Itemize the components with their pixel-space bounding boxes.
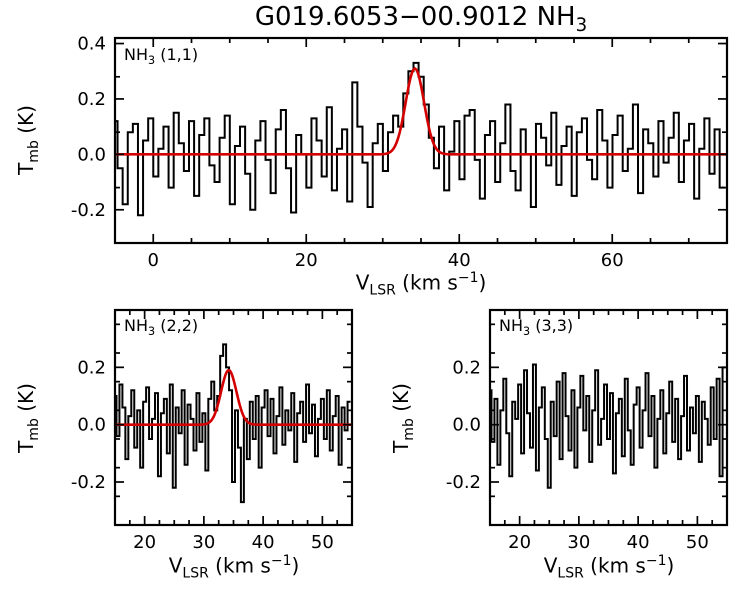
axes-frame xyxy=(488,308,729,527)
gaussian-fit-line xyxy=(115,66,727,156)
y-tick-label: 0.2 xyxy=(452,357,481,378)
y-tick-label: 0.0 xyxy=(77,144,106,165)
panel-label-nh3-11: NH3 (1,1) xyxy=(124,45,199,68)
panel-label-nh3-33: NH3 (3,3) xyxy=(499,316,574,339)
x-tick-label: 20 xyxy=(295,250,318,271)
y-axis-label-bottom-left: Tmb (K) xyxy=(14,383,42,453)
x-tick-label: 30 xyxy=(192,532,215,553)
x-tick-label: 30 xyxy=(567,532,590,553)
y-tick-label: 0.2 xyxy=(77,89,106,110)
spectrum-histogram xyxy=(115,61,725,217)
axes-frame xyxy=(113,308,354,527)
y-tick-label: 0.0 xyxy=(77,415,106,436)
y-tick-label: -0.2 xyxy=(71,200,106,221)
y-tick-label: 0.2 xyxy=(77,357,106,378)
axes-frame xyxy=(113,36,729,245)
panel-label-nh3-22: NH3 (2,2) xyxy=(124,316,199,339)
x-tick-label: 40 xyxy=(252,532,275,553)
x-tick-label: 20 xyxy=(133,532,156,553)
y-tick-label: -0.2 xyxy=(446,472,481,493)
y-tick-label: -0.2 xyxy=(71,472,106,493)
x-tick-label: 60 xyxy=(601,250,624,271)
x-axis-label-bottom-left: VLSR (km s−1) xyxy=(168,553,300,582)
x-tick-label: 20 xyxy=(508,532,531,553)
x-axis-label-top: VLSR (km s−1) xyxy=(355,270,487,299)
panel-nh3-33: 20 30 40 50 -0.2 0.0 0.2 xyxy=(446,308,729,553)
spectrum-histogram xyxy=(115,343,351,504)
figure-title: G019.6053−00.9012 NH3 xyxy=(254,2,588,37)
y-tick-label: 0.4 xyxy=(77,34,106,55)
x-tick-label: 0 xyxy=(148,250,159,271)
y-tick-label: 0.0 xyxy=(452,415,481,436)
y-axis-label-top: Tmb (K) xyxy=(14,105,42,175)
spectrum-histogram xyxy=(490,363,726,489)
panel-nh3-22: 20 30 40 50 -0.2 0.0 0.2 xyxy=(71,308,354,553)
x-tick-label: 50 xyxy=(686,532,709,553)
x-tick-label: 50 xyxy=(311,532,334,553)
y-axis-label-bottom-right: Tmb (K) xyxy=(389,383,417,453)
x-tick-label: 40 xyxy=(448,250,471,271)
x-tick-label: 40 xyxy=(627,532,650,553)
panel-nh3-11: 0 20 40 60 -0.2 0.0 0.2 0.4 xyxy=(71,34,729,271)
gaussian-fit-line xyxy=(115,368,352,426)
x-axis-label-bottom-right: VLSR (km s−1) xyxy=(543,553,675,582)
